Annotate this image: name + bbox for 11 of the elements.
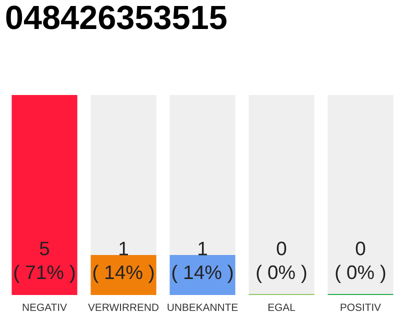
x-tick-label: UNBEKANNTE [168, 304, 238, 311]
data-label: 0 ( 0% ) [256, 242, 306, 283]
data-label: 1 ( 14% ) [93, 242, 154, 283]
x-tick-label: EGAL [268, 304, 296, 311]
chart-title: 048426353515 [6, 6, 226, 30]
x-tick-label: VERWIRREND [88, 304, 158, 311]
data-label: 0 ( 0% ) [336, 242, 386, 283]
data-label: 1 ( 14% ) [172, 242, 233, 283]
x-tick-label: NEGATIV [22, 304, 67, 311]
x-tick-label: POSITIV [340, 304, 382, 311]
data-label: 5 ( 71% ) [14, 242, 75, 283]
